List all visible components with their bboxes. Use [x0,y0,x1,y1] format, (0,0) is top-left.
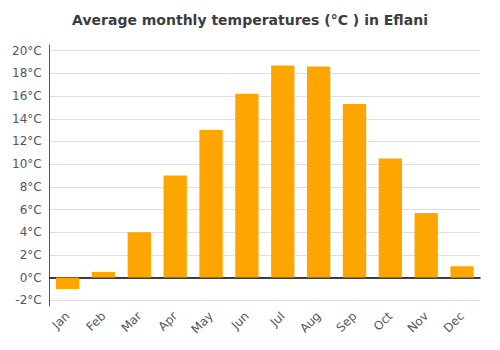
svg-text:20°C: 20°C [12,44,42,58]
svg-text:Feb: Feb [83,309,108,334]
svg-text:Mar: Mar [118,309,144,335]
svg-text:6°C: 6°C [20,203,42,217]
svg-text:12°C: 12°C [12,134,42,148]
svg-text:Jul: Jul [267,309,288,330]
svg-text:Average monthly temperatures (: Average monthly temperatures (°C ) in Ef… [72,12,428,28]
svg-text:Nov: Nov [405,309,431,335]
svg-text:4°C: 4°C [20,225,42,239]
svg-text:8°C: 8°C [20,180,42,194]
svg-text:-2°C: -2°C [15,293,41,307]
svg-text:Aug: Aug [297,309,323,335]
svg-text:Dec: Dec [441,309,467,335]
svg-text:Jan: Jan [49,309,73,333]
svg-text:10°C: 10°C [12,157,42,171]
svg-text:Jun: Jun [228,309,252,333]
svg-text:16°C: 16°C [12,89,42,103]
svg-text:May: May [189,309,216,336]
svg-text:0°C: 0°C [20,271,42,285]
svg-text:Apr: Apr [156,309,181,334]
svg-text:Sep: Sep [334,309,360,335]
svg-text:14°C: 14°C [12,112,42,126]
svg-text:Oct: Oct [371,309,396,334]
svg-text:2°C: 2°C [20,248,42,262]
svg-text:18°C: 18°C [12,66,42,80]
